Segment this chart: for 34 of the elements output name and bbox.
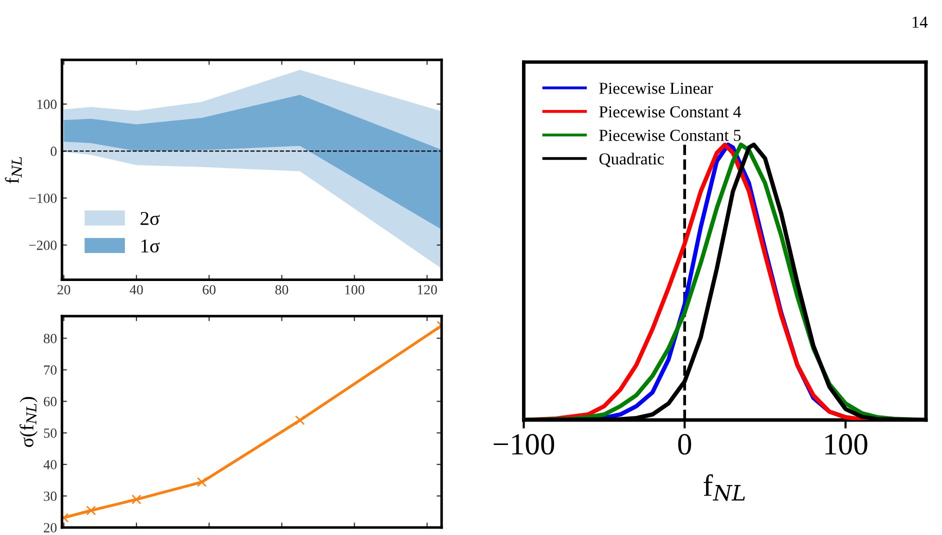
- y-tick-label: 20: [44, 523, 57, 532]
- y-tick-label: 30: [44, 492, 57, 501]
- legend-label: 1σ: [141, 239, 160, 253]
- y-tick-label: −200: [29, 240, 57, 250]
- legend-label: Piecewise Constant 5: [599, 130, 741, 141]
- y-tick-label: 40: [44, 460, 57, 470]
- point: [196, 477, 207, 487]
- y-tick-label: 0: [50, 146, 57, 156]
- y-tick-label: 100: [38, 100, 57, 110]
- legend-label: 2σ: [140, 212, 160, 226]
- x-tick-label: 80: [275, 285, 288, 294]
- y-tick-label: 50: [44, 428, 57, 438]
- y-axis-title: f$_{NL}$: [4, 157, 22, 184]
- legend-label: Piecewise Linear: [599, 82, 713, 94]
- y-tick-label: 60: [44, 396, 57, 406]
- x-tick-label: 20: [57, 285, 70, 294]
- text: 14: [912, 16, 928, 28]
- point: [86, 506, 96, 516]
- x-tick-label: −100: [494, 434, 554, 455]
- x-tick-label: 120: [418, 285, 437, 294]
- y-tick-label: 70: [44, 365, 57, 375]
- point: [132, 494, 142, 504]
- x-axis-title: f$_{NL}$: [704, 474, 745, 501]
- x-tick-label: 100: [345, 285, 364, 294]
- y-tick-label: 80: [44, 334, 57, 344]
- x-tick-label: 0: [678, 434, 692, 455]
- x-tick-label: 40: [130, 285, 143, 294]
- y-axis-title: σ(f$_{NL}$): [20, 397, 38, 447]
- x-tick-label: 60: [202, 285, 216, 294]
- legend-label: Quadratic: [599, 152, 664, 168]
- legend-label: Piecewise Constant 4: [599, 106, 742, 118]
- y-tick-label: −100: [29, 194, 57, 204]
- point: [295, 415, 305, 426]
- x-tick-label: 100: [825, 434, 868, 455]
